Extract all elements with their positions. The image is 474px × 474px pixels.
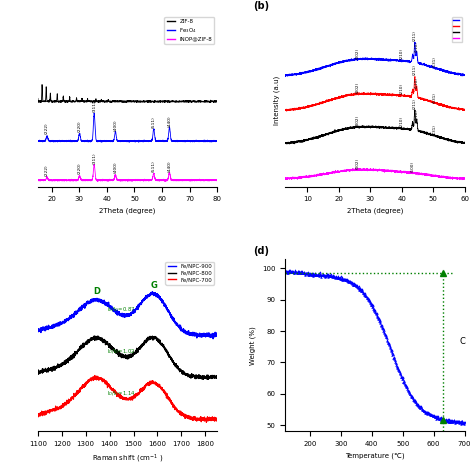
Text: (211): (211) <box>413 30 417 41</box>
Text: (131): (131) <box>433 124 437 135</box>
Text: I$_D$/I$_G$=1.14: I$_D$/I$_G$=1.14 <box>107 390 136 399</box>
Text: (210): (210) <box>400 116 404 127</box>
Text: (511): (511) <box>152 116 156 128</box>
Text: (440): (440) <box>167 115 172 127</box>
Legend: Fe/NPC-900, Fe/NPC-800, Fe/NPC-700: Fe/NPC-900, Fe/NPC-800, Fe/NPC-700 <box>165 262 214 284</box>
Text: (100): (100) <box>410 161 415 172</box>
Y-axis label: Intensity (a.u): Intensity (a.u) <box>273 76 280 125</box>
Text: (002): (002) <box>356 82 360 93</box>
Text: (002): (002) <box>356 115 360 126</box>
Text: G: G <box>150 281 157 290</box>
X-axis label: 2Theta (degree): 2Theta (degree) <box>100 208 156 214</box>
Text: (131): (131) <box>433 56 437 67</box>
Text: (110): (110) <box>415 109 419 120</box>
Text: (511): (511) <box>152 161 156 172</box>
X-axis label: Raman shift (cm$^{-1}$ ): Raman shift (cm$^{-1}$ ) <box>91 453 164 465</box>
Text: (311): (311) <box>92 152 96 164</box>
Text: (311): (311) <box>92 100 96 112</box>
Y-axis label: Weight (%): Weight (%) <box>250 326 256 365</box>
Text: (211): (211) <box>413 99 417 109</box>
Text: D: D <box>93 287 100 296</box>
X-axis label: Temperature (℃): Temperature (℃) <box>345 453 405 459</box>
Text: (110): (110) <box>415 41 419 52</box>
Text: (440): (440) <box>167 160 172 172</box>
Text: (210): (210) <box>400 48 404 59</box>
Text: (222): (222) <box>0 473 1 474</box>
Text: (011): (011) <box>0 473 1 474</box>
X-axis label: 2Theta (degree): 2Theta (degree) <box>346 208 403 214</box>
Text: (002): (002) <box>356 47 360 58</box>
Text: (220): (220) <box>78 120 82 132</box>
Text: (210): (210) <box>400 82 404 94</box>
Text: (b): (b) <box>253 1 269 11</box>
Text: (222): (222) <box>45 123 49 135</box>
Text: C: C <box>459 337 465 346</box>
Text: (110): (110) <box>415 77 419 88</box>
Text: (131): (131) <box>433 92 437 103</box>
Text: (002): (002) <box>356 157 360 169</box>
Legend: , , , : , , , <box>452 17 462 43</box>
Text: (d): (d) <box>253 246 269 255</box>
Text: (400): (400) <box>113 162 118 173</box>
Text: I$_D$/I$_G$=0.87: I$_D$/I$_G$=0.87 <box>107 306 136 314</box>
Text: (211): (211) <box>413 64 417 75</box>
Text: I$_D$/I$_G$=1.02: I$_D$/I$_G$=1.02 <box>107 347 136 356</box>
Text: (222): (222) <box>45 164 49 176</box>
Legend: ZIF-8, Fe$_3$O$_4$, INOP@ZIF-8: ZIF-8, Fe$_3$O$_4$, INOP@ZIF-8 <box>164 17 214 44</box>
Text: (400): (400) <box>113 119 118 131</box>
Text: (220): (220) <box>78 163 82 174</box>
